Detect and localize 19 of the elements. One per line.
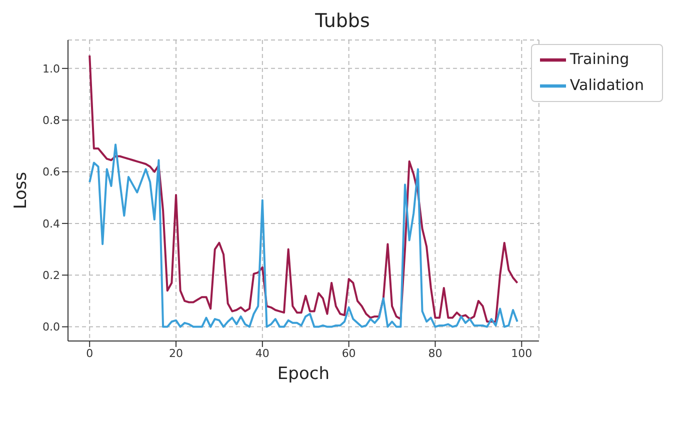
y-axis-title: Loss: [11, 172, 32, 210]
x-tick-label: 100: [511, 346, 532, 360]
x-tick-label: 60: [342, 346, 356, 360]
x-tick-label: 20: [169, 346, 184, 360]
legend-label: Validation: [570, 76, 644, 94]
line-series: [88, 54, 518, 323]
y-tick-label: 0.6: [42, 166, 60, 179]
y-tick-label: 0.0: [42, 320, 60, 334]
y-tick-label: 0.8: [42, 114, 60, 127]
y-tick-label: 0.4: [42, 217, 60, 230]
legend-label: Training: [570, 50, 630, 68]
line-series: [88, 144, 518, 328]
x-axis-title: Epoch: [277, 364, 330, 384]
x-tick-label: 80: [428, 346, 442, 360]
x-tick-label: 40: [255, 346, 270, 360]
chart-title: Tubbs: [314, 10, 371, 32]
x-tick-label: 0: [86, 346, 94, 360]
y-tick-label: 1.0: [42, 62, 60, 76]
y-tick-label: 0.2: [42, 269, 60, 282]
